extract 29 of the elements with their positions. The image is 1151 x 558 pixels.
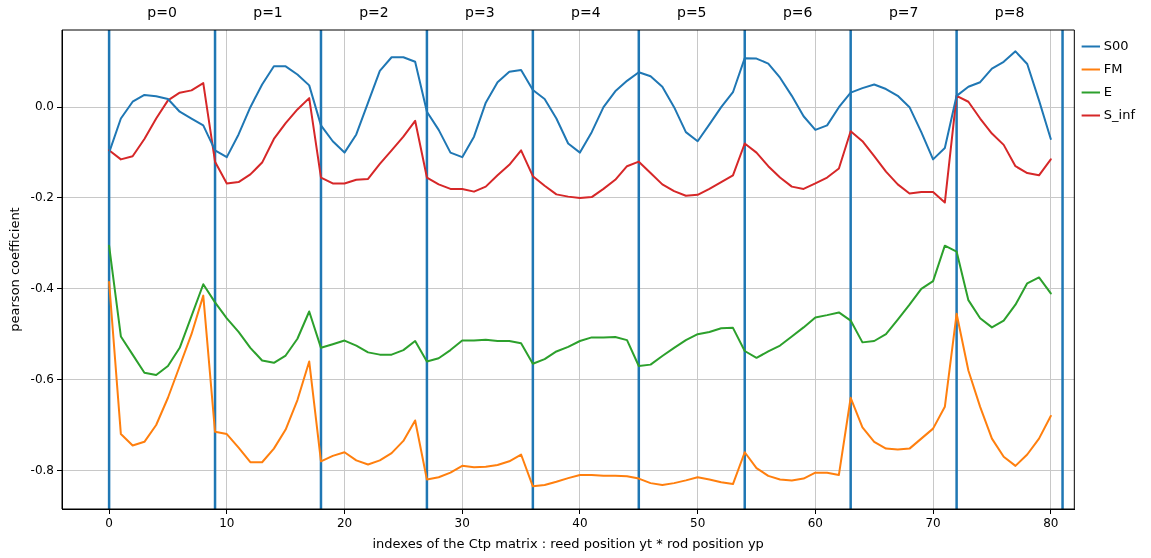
text: p=4: [571, 3, 601, 20]
y-axis-title: pearson coefficient: [7, 207, 23, 332]
text: p=7: [888, 3, 919, 20]
x-axis-title: indexes of the Ctp matrix : reed position yt * rod position yp: [372, 535, 764, 551]
text: p=3: [465, 3, 495, 20]
x-tick-label: 40: [572, 516, 588, 531]
x-tick-label: 50: [690, 516, 706, 531]
text: p=5: [677, 3, 707, 20]
x-tick-label: 10: [219, 516, 235, 531]
y-tick-label: -0.8: [30, 462, 55, 477]
y-tick-label: -0.2: [30, 190, 55, 205]
y-tick-label: -0.4: [30, 280, 55, 295]
text: p=0: [147, 3, 177, 20]
y-tick-label: -0.6: [30, 371, 55, 386]
x-tick-label: 60: [807, 516, 823, 531]
legend-label: S_inf: [1103, 106, 1136, 122]
x-tick-label: 70: [925, 516, 941, 531]
y-tick-label: 0.0: [34, 99, 55, 114]
text: p=2: [359, 3, 389, 20]
text: p=1: [253, 3, 283, 20]
x-tick-label: 0: [105, 516, 113, 531]
x-tick-label: 30: [454, 516, 470, 531]
text: p=6: [782, 3, 813, 20]
x-tick-label: 20: [336, 516, 353, 531]
legend-label: FM: [1103, 60, 1123, 76]
legend-label: S00: [1103, 37, 1129, 53]
x-tick-label: 80: [1043, 516, 1059, 531]
legend-label: E: [1103, 83, 1113, 99]
text: p=8: [994, 3, 1025, 20]
